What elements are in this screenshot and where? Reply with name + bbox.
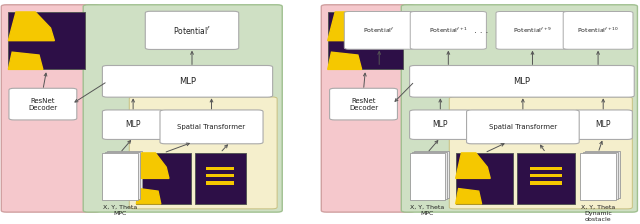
Bar	[136, 153, 191, 204]
Bar	[206, 167, 234, 170]
Bar	[530, 181, 562, 185]
Bar	[206, 181, 234, 185]
FancyBboxPatch shape	[496, 11, 569, 49]
Polygon shape	[136, 189, 161, 204]
Text: Spatial Transformer: Spatial Transformer	[177, 124, 246, 130]
Text: X, Y, Theta
MPC: X, Y, Theta MPC	[410, 205, 444, 216]
Bar	[585, 151, 620, 198]
Polygon shape	[456, 189, 481, 204]
Text: Potential$^{f+9}$: Potential$^{f+9}$	[513, 26, 552, 35]
Text: MLP: MLP	[433, 120, 448, 129]
FancyBboxPatch shape	[1, 5, 100, 212]
Bar	[102, 153, 138, 200]
Text: ResNet
Decoder: ResNet Decoder	[28, 98, 58, 111]
Text: X, Y, Theta
MPC: X, Y, Theta MPC	[103, 205, 137, 216]
Text: Potential$^{f+1}$: Potential$^{f+1}$	[429, 26, 468, 35]
Text: . . .: . . .	[474, 26, 488, 35]
FancyBboxPatch shape	[330, 88, 397, 120]
Bar	[206, 174, 234, 177]
Polygon shape	[136, 153, 169, 178]
FancyBboxPatch shape	[410, 110, 471, 140]
Polygon shape	[456, 153, 490, 178]
Text: MLP: MLP	[125, 120, 141, 129]
FancyBboxPatch shape	[410, 11, 486, 49]
Bar	[530, 167, 562, 170]
Bar	[580, 153, 616, 200]
Bar	[412, 152, 447, 199]
Bar	[517, 153, 575, 204]
FancyBboxPatch shape	[574, 110, 632, 140]
FancyBboxPatch shape	[321, 5, 415, 212]
Text: Potential$^f$: Potential$^f$	[173, 24, 211, 37]
FancyBboxPatch shape	[83, 5, 282, 212]
Bar	[530, 174, 562, 177]
FancyBboxPatch shape	[563, 11, 633, 49]
Bar	[105, 152, 140, 199]
FancyBboxPatch shape	[102, 65, 273, 97]
FancyBboxPatch shape	[102, 110, 164, 140]
FancyBboxPatch shape	[449, 97, 632, 209]
Bar	[195, 153, 246, 204]
Polygon shape	[328, 52, 362, 69]
Text: X, Y, Theta
Dynamic
obstacle: X, Y, Theta Dynamic obstacle	[581, 205, 615, 222]
FancyBboxPatch shape	[401, 5, 637, 212]
Bar	[8, 12, 85, 69]
FancyBboxPatch shape	[9, 88, 77, 120]
Text: Potential$^{f+10}$: Potential$^{f+10}$	[577, 26, 619, 35]
Text: Potential$^f$: Potential$^f$	[364, 26, 395, 35]
Text: Spatial Transformer: Spatial Transformer	[489, 124, 557, 130]
Bar	[456, 153, 513, 204]
Polygon shape	[328, 12, 373, 41]
FancyBboxPatch shape	[467, 110, 579, 144]
Bar	[107, 151, 142, 198]
FancyBboxPatch shape	[160, 110, 263, 144]
FancyBboxPatch shape	[410, 65, 634, 97]
Polygon shape	[8, 12, 54, 41]
FancyBboxPatch shape	[145, 11, 239, 50]
Text: MLP: MLP	[513, 77, 531, 86]
FancyBboxPatch shape	[129, 97, 277, 209]
Bar	[410, 153, 445, 200]
Polygon shape	[8, 52, 43, 69]
Text: MLP: MLP	[595, 120, 611, 129]
Bar	[414, 151, 449, 198]
Bar	[583, 152, 618, 199]
Text: MLP: MLP	[179, 77, 196, 86]
FancyBboxPatch shape	[344, 11, 414, 49]
Text: ResNet
Decoder: ResNet Decoder	[349, 98, 378, 111]
Bar	[328, 12, 403, 69]
